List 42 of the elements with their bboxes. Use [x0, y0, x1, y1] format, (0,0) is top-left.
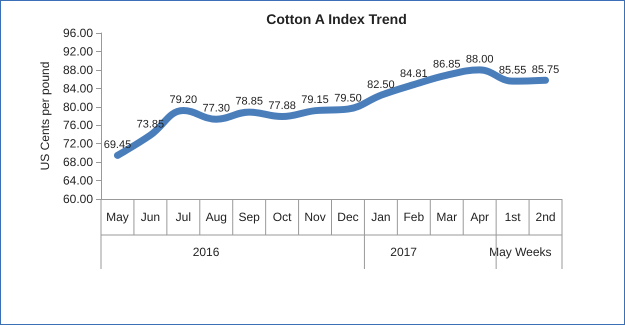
chart-title: Cotton A Index Trend [266, 11, 407, 27]
data-label: 82.50 [367, 78, 395, 91]
data-label: 85.75 [532, 64, 560, 76]
x-tick-label: Nov [304, 210, 326, 224]
data-label: 78.85 [235, 96, 263, 108]
data-label: 79.50 [334, 92, 362, 105]
y-tick-label: 60.00 [62, 192, 94, 206]
x-tick-label: Feb [403, 210, 424, 224]
y-tick-label: 96.00 [62, 26, 94, 40]
x-tick-label: May [106, 210, 129, 224]
data-label: 86.85 [432, 58, 461, 71]
data-label: 88.00 [466, 53, 494, 66]
y-tick-label: 76.00 [62, 118, 94, 132]
text: 2016 [192, 245, 220, 259]
y-tick-label: 72.00 [62, 136, 94, 151]
y-tick-label: 80.00 [62, 100, 94, 114]
y-tick-label: 92.00 [62, 44, 94, 58]
y-tick-label: 84.00 [62, 81, 94, 96]
x-tick-label: Oct [272, 210, 292, 224]
data-label: 79.15 [301, 94, 329, 106]
y-tick-label: 64.00 [62, 174, 94, 188]
x-tick-label: Jan [371, 210, 391, 224]
x-tick-label: 2nd [536, 210, 556, 224]
data-label: 85.55 [498, 64, 526, 77]
data-label: 77.88 [268, 100, 296, 112]
x-tick-label: Aug [206, 210, 227, 224]
x-tick-label: Apr [470, 210, 490, 224]
data-label: 69.45 [104, 138, 132, 151]
data-label: 77.30 [202, 102, 230, 115]
y-axis-title: US Cents per pound [38, 62, 52, 170]
x-tick-label: Mar [436, 210, 458, 224]
x-tick-label: Jul [176, 210, 191, 224]
y-tick-label: 88.00 [62, 62, 94, 77]
y-tick-label: 68.00 [62, 155, 94, 170]
data-label: 79.20 [170, 94, 198, 106]
text: 2017 [390, 245, 418, 259]
data-label: 84.81 [400, 68, 428, 80]
x-tick-label: Dec [337, 210, 359, 224]
text: May Weeks [489, 245, 552, 259]
x-tick-label: 1st [504, 210, 522, 224]
x-tick-label: Sep [238, 210, 260, 224]
x-tick-label: Jun [140, 210, 160, 224]
